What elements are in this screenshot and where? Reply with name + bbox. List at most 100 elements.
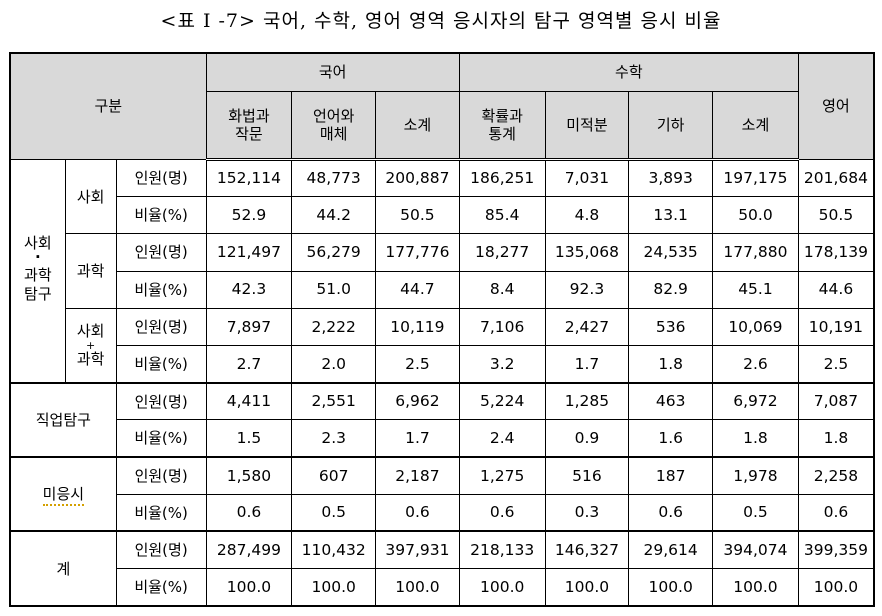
cell: 397,931 [375, 530, 460, 570]
header-math-sub: 확률과 통계 [458, 90, 546, 161]
row-social-count: 사회 · 과학 탐구 사회 인원(명) 152,114 48,773 200,8… [9, 158, 875, 384]
row-label: 비율(%) [115, 419, 207, 458]
cell: 100.0 [458, 568, 546, 607]
cell: 50.5 [375, 196, 460, 235]
cell: 2,187 [375, 456, 460, 495]
header-math-sub: 소계 [712, 90, 799, 161]
cell: 463 [628, 381, 714, 421]
row-social-ratio: 비율(%) 52.9 44.2 50.5 85.4 4.8 13.1 50.0 … [10, 196, 875, 235]
cell: 50.5 [797, 196, 875, 235]
cell: 2,427 [544, 307, 630, 346]
cell: 1,978 [712, 456, 799, 495]
cell: 8.4 [458, 270, 546, 309]
cell: 394,074 [712, 530, 799, 570]
header-math-sub: 기하 [628, 90, 714, 161]
cell: 100.0 [797, 568, 875, 607]
group-label-line: 사회 [24, 234, 52, 253]
cell: 100.0 [205, 568, 293, 607]
cell: 0.6 [628, 493, 714, 532]
cell: 44.6 [797, 270, 875, 309]
cell: 1.5 [205, 419, 293, 458]
cell: 92.3 [544, 270, 630, 309]
cell: 4.8 [544, 196, 630, 235]
row-label: 비율(%) [115, 493, 207, 532]
row-label: 인원(명) [115, 233, 207, 272]
cell: 186,251 [458, 158, 546, 198]
cell: 5,224 [458, 381, 546, 421]
row-label: 비율(%) [115, 344, 207, 384]
cell: 121,497 [205, 233, 293, 272]
header-row-2: 화법과 작문 언어와 매체 소계 확률과 통계 미적분 기하 소계 [10, 90, 874, 161]
group-label-text: 미응시 [42, 485, 85, 507]
table-title: <표 I -7> 국어, 수학, 영어 영역 응시자의 탐구 영역별 응시 비율 [160, 10, 722, 32]
row-label: 인원(명) [115, 158, 207, 198]
header-korean-sub: 소계 [375, 90, 460, 161]
cell: 100.0 [628, 568, 714, 607]
row-label: 인원(명) [115, 530, 207, 570]
row-label: 비율(%) [115, 568, 207, 607]
sub-label-line: 사회 [76, 322, 105, 341]
cell: 0.5 [291, 493, 377, 532]
cell: 2,551 [291, 381, 377, 421]
cell: 135,068 [544, 233, 630, 272]
cell: 607 [291, 456, 377, 495]
cell: 152,114 [205, 158, 293, 198]
cell: 51.0 [291, 270, 377, 309]
cell: 10,119 [375, 307, 460, 346]
row-both-count: 사회 + 과학 인원(명) 7,897 2,222 10,119 7,106 2… [10, 307, 875, 384]
row-science-ratio: 비율(%) 42.3 51.0 44.7 8.4 92.3 82.9 45.1 … [10, 270, 875, 309]
group-label-soc-sci: 사회 · 과학 탐구 [9, 158, 66, 384]
header-korean: 국어 [205, 52, 460, 92]
cell: 7,106 [458, 307, 546, 346]
cell: 0.6 [458, 493, 546, 532]
row-none-ratio: 비율(%) 0.6 0.5 0.6 0.6 0.3 0.6 0.5 0.6 [10, 493, 875, 532]
cell: 0.6 [797, 493, 875, 532]
cell: 3,893 [628, 158, 714, 198]
cell: 100.0 [544, 568, 630, 607]
cell: 10,191 [797, 307, 875, 346]
cell: 85.4 [458, 196, 546, 235]
cell: 2.5 [375, 344, 460, 384]
sub-label-line: 과학 [76, 349, 105, 368]
cell: 177,776 [375, 233, 460, 272]
cell: 0.9 [544, 419, 630, 458]
sub-label-social: 사회 [64, 158, 117, 235]
cell: 2.0 [291, 344, 377, 384]
cell: 48,773 [291, 158, 377, 198]
cell: 50.0 [712, 196, 799, 235]
cell: 1.7 [375, 419, 460, 458]
header-english: 영어 [797, 52, 875, 160]
row-both-ratio: 비율(%) 2.7 2.0 2.5 3.2 1.7 1.8 2.6 2.5 [10, 344, 875, 384]
header-korean-sub: 화법과 작문 [205, 90, 293, 161]
sub-label-line: + [86, 338, 96, 352]
cell: 24,535 [628, 233, 714, 272]
cell: 44.7 [375, 270, 460, 309]
header-category: 구분 [9, 52, 207, 160]
row-label: 인원(명) [115, 307, 207, 346]
row-science-count: 과학 인원(명) 121,497 56,279 177,776 18,277 1… [10, 233, 875, 309]
cell: 0.5 [712, 493, 799, 532]
cell: 2.4 [458, 419, 546, 458]
header-math-sub: 미적분 [544, 90, 630, 161]
cell: 10,069 [712, 307, 799, 346]
cell: 187 [628, 456, 714, 495]
cell: 100.0 [712, 568, 799, 607]
group-label-line: · [34, 248, 41, 267]
group-label-vocational: 직업탐구 [9, 381, 117, 458]
cell: 29,614 [628, 530, 714, 570]
cell: 1,275 [458, 456, 546, 495]
row-vocational-ratio: 비율(%) 1.5 2.3 1.7 2.4 0.9 1.6 1.8 1.8 [10, 419, 875, 458]
row-none-count: 미응시 인원(명) 1,580 607 2,187 1,275 516 187 … [9, 456, 875, 532]
cell: 178,139 [797, 233, 875, 272]
cell: 2.7 [205, 344, 293, 384]
cell: 110,432 [291, 530, 377, 570]
cell: 100.0 [291, 568, 377, 607]
cell: 42.3 [205, 270, 293, 309]
row-label: 비율(%) [115, 270, 207, 309]
cell: 200,887 [375, 158, 460, 198]
cell: 2.3 [291, 419, 377, 458]
cell: 1,285 [544, 381, 630, 421]
cell: 7,031 [544, 158, 630, 198]
cell: 0.6 [375, 493, 460, 532]
cell: 0.3 [544, 493, 630, 532]
